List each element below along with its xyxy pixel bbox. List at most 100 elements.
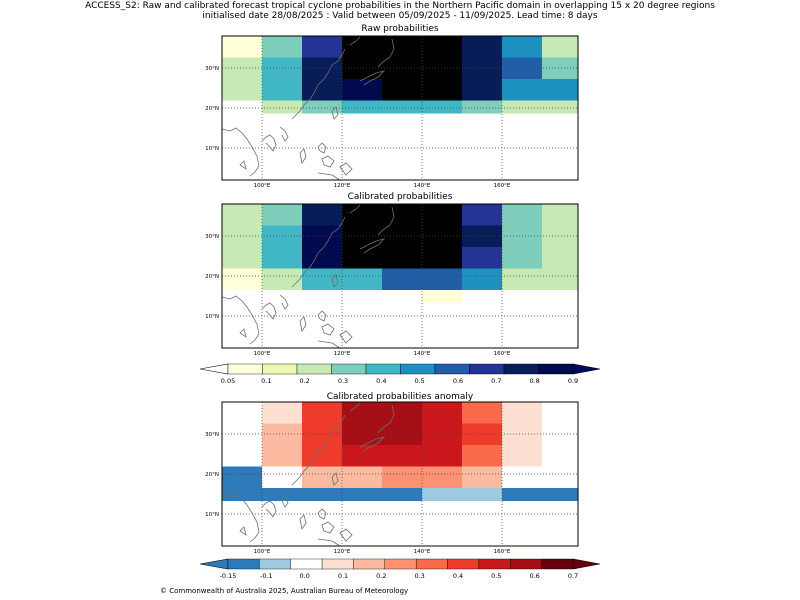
- grid-cell: [542, 79, 578, 101]
- grid-cell: [502, 488, 542, 501]
- coastline-path: [317, 310, 327, 322]
- colorbar-swatch: [331, 363, 367, 375]
- colorbar-tick-label: 0.9: [568, 377, 578, 385]
- coastline: [221, 204, 395, 349]
- grid-cell: [262, 36, 302, 58]
- lon-tick-label: 100°E: [254, 183, 271, 189]
- colorbar-swatch: [365, 363, 401, 375]
- grid-cell: [382, 445, 422, 467]
- coastline: [221, 402, 395, 547]
- grid-cell: [222, 247, 262, 269]
- grid-cell: [222, 225, 262, 247]
- coastline-path: [279, 294, 289, 310]
- coastline-path: [321, 521, 335, 534]
- colorbar-over-arrow: [572, 363, 601, 375]
- anomaly-map: 100°E 120°E 140°E 160°E 30°N 20°N 10°N: [205, 401, 579, 555]
- grid-cell: [542, 36, 578, 58]
- grid-cell: [262, 79, 302, 101]
- grid-cell: [422, 268, 462, 290]
- grid-cell: [542, 488, 578, 501]
- colorbar-swatch: [415, 558, 448, 570]
- anomaly-colorbar: -0.15 -0.1 0.0 0.1 0.2 0.3 0.4 0.5 0.6 0.7: [199, 558, 601, 580]
- coastline-path: [317, 340, 341, 349]
- grid-cell: [222, 445, 262, 467]
- lat-tick-label: 30°N: [205, 66, 219, 72]
- coastline-path: [221, 127, 260, 177]
- grid-cell: [462, 100, 502, 114]
- grid-cell: [462, 79, 502, 101]
- grid-cell: [462, 225, 502, 247]
- colorbar-swatch: [541, 558, 574, 570]
- coastline-path: [359, 238, 386, 254]
- grid-cell: [542, 423, 578, 445]
- grid-cell: [382, 247, 422, 269]
- coastline-path: [299, 148, 307, 165]
- grid-cell: [542, 100, 578, 114]
- grid-cell: [342, 100, 382, 114]
- colorbar-swatch: [538, 363, 574, 375]
- grid-cell: [502, 36, 542, 58]
- grid-cell: [462, 247, 502, 269]
- colorbar-swatch: [259, 558, 291, 570]
- grid-cell: [302, 247, 342, 269]
- coastline-path: [291, 48, 346, 120]
- coastline-path: [339, 330, 353, 344]
- colorbar-swatch: [384, 558, 417, 570]
- colorbar-tick-label: 0.7: [568, 572, 578, 580]
- grid-cell: [302, 100, 342, 114]
- map-frame: [221, 401, 579, 547]
- grid-cell: [502, 79, 542, 101]
- gridlines: [222, 204, 578, 348]
- grid-cell: [502, 445, 542, 467]
- colorbar-swatch: [353, 558, 386, 570]
- figure-title-line2: initialised date 28/08/2025 : Valid betw…: [202, 11, 598, 21]
- lat-tick-label: 30°N: [205, 432, 219, 438]
- colorbar-tick-label: 0.5: [491, 572, 501, 580]
- grid-cell: [222, 402, 262, 424]
- coastline-path: [349, 402, 361, 412]
- coastline-path: [339, 528, 353, 542]
- grid-cell: [302, 204, 342, 226]
- grid-cell: [422, 247, 462, 269]
- coastline-path: [221, 493, 260, 543]
- lat-tick-label: 10°N: [205, 146, 219, 152]
- grid-cell: [422, 488, 462, 501]
- grid-cell: [462, 488, 502, 501]
- coastline-path: [261, 500, 277, 518]
- panel-title-calibrated: Calibrated probabilities: [347, 192, 453, 202]
- grid-cell: [222, 423, 262, 445]
- grid-cell: [302, 488, 342, 501]
- grid-cell: [342, 79, 382, 101]
- grid-cell: [302, 79, 342, 101]
- coastline-path: [349, 204, 361, 214]
- grid-cell: [342, 225, 382, 247]
- grid-cell: [342, 57, 382, 79]
- colorbar-swatch: [469, 363, 505, 375]
- lat-tick-label: 30°N: [205, 234, 219, 240]
- grid-cell: [422, 100, 462, 114]
- lon-tick-label: 120°E: [334, 351, 351, 357]
- lon-tick-label: 120°E: [334, 549, 351, 555]
- lat-tick-label: 20°N: [205, 274, 219, 280]
- colorbar-under-arrow: [199, 558, 229, 570]
- coastline-path: [291, 414, 346, 486]
- grid-cell: [502, 100, 542, 114]
- coastline-path: [239, 328, 247, 338]
- colorbar-tick-label: 0.1: [261, 377, 271, 385]
- grid-cells: [222, 36, 578, 114]
- grid-cell: [262, 268, 302, 290]
- map-frame: [221, 35, 579, 181]
- grid-cell: [502, 402, 542, 424]
- grid-cell: [382, 488, 422, 501]
- coastline-path: [221, 295, 260, 345]
- grid-cell: [222, 79, 262, 101]
- grid-cell: [342, 247, 382, 269]
- grid-cell: [542, 402, 578, 424]
- lat-tick-label: 10°N: [205, 314, 219, 320]
- colorbar-under-arrow: [199, 363, 229, 375]
- gridlines: [222, 402, 578, 546]
- lon-tick-label: 160°E: [494, 183, 511, 189]
- lon-tick-label: 160°E: [494, 549, 511, 555]
- grid-cell: [502, 247, 542, 269]
- grid-cell: [542, 466, 578, 488]
